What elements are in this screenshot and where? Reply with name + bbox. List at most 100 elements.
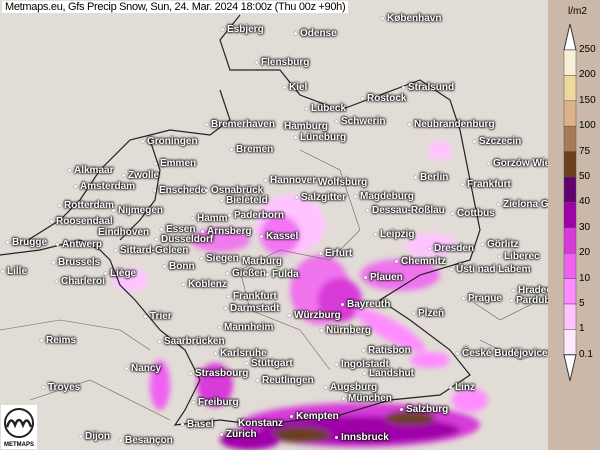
- city-name: Basel: [187, 419, 214, 430]
- city-label: Hradec Králové: [512, 286, 548, 296]
- city-dot-icon: [125, 366, 128, 370]
- city-name: Troyes: [48, 382, 81, 393]
- city-label: Leipzig: [374, 230, 414, 240]
- city-label: Plzeň: [412, 309, 444, 319]
- city-label: Frankfurt: [461, 180, 511, 190]
- city-label: Salzburg: [400, 405, 448, 415]
- city-label: Trier: [144, 312, 172, 322]
- city-name: Gorzów Wielkopolski: [493, 158, 548, 169]
- city-name: České Budějovice: [462, 348, 548, 359]
- city-name: Zürich: [226, 429, 257, 440]
- legend-min-arrow: [563, 354, 577, 381]
- city-label: Innsbruck: [335, 433, 389, 443]
- city-label: Marburg: [242, 257, 282, 267]
- city-label: Koblenz: [182, 280, 227, 290]
- city-label: Odense: [294, 29, 337, 39]
- city-dot-icon: [362, 348, 365, 352]
- city-dot-icon: [487, 161, 490, 165]
- city-name: Cottbus: [457, 208, 495, 219]
- city-label: Siegen: [200, 254, 239, 264]
- city-name: Plauen: [370, 272, 403, 283]
- city-label: Gorzów Wielkopolski: [487, 159, 548, 169]
- city-dot-icon: [112, 208, 115, 212]
- city-name: Hamm: [197, 213, 228, 224]
- legend-tick-label: 150: [579, 94, 596, 106]
- city-dot-icon: [412, 311, 415, 315]
- city-label: Augsburg: [324, 383, 377, 393]
- city-name: Frankfurt: [233, 291, 277, 302]
- city-dot-icon: [400, 407, 403, 411]
- city-label: Enschede: [153, 186, 206, 196]
- city-label: Esbjerg: [221, 25, 264, 35]
- city-name: Zielona Góra: [503, 199, 548, 210]
- city-label: Alkmaar: [68, 166, 113, 176]
- city-name: Amsterdam: [80, 181, 136, 192]
- city-name: Alkmaar: [74, 165, 114, 176]
- city-name: Bieleteld: [226, 195, 268, 206]
- city-label: Lübeck: [305, 104, 346, 114]
- city-name: Roosendaal: [56, 216, 113, 227]
- city-label: Brussels: [52, 258, 100, 268]
- city-name: Karlsruhe: [220, 348, 267, 359]
- city-dot-icon: [114, 248, 117, 252]
- city-dot-icon: [200, 256, 203, 260]
- city-label: Groningen: [141, 137, 198, 147]
- city-label: Schwerin: [335, 117, 385, 127]
- city-name: Ingolstadt: [341, 359, 389, 370]
- legend-swatch: [563, 75, 577, 102]
- city-name: Besançon: [125, 435, 173, 446]
- legend-tick-label: 250: [579, 44, 596, 55]
- city-label: Salzgitter: [295, 193, 346, 203]
- city-label: København: [381, 14, 441, 24]
- city-name: Dresden: [434, 243, 475, 254]
- city-dot-icon: [163, 264, 166, 268]
- city-dot-icon: [227, 294, 230, 298]
- city-dot-icon: [214, 351, 217, 355]
- city-dot-icon: [462, 296, 465, 300]
- city-label: Brugge: [6, 238, 47, 248]
- city-dot-icon: [364, 275, 367, 279]
- city-name: Rostock: [367, 93, 407, 104]
- city-label: Darmstadt: [224, 304, 279, 314]
- weather-map[interactable]: Metmaps.eu, Gfs Precip Snow, Sun, 24. Ma…: [0, 0, 548, 450]
- city-label: Rostock: [361, 94, 406, 104]
- city-dot-icon: [153, 188, 156, 192]
- city-dot-icon: [473, 139, 476, 143]
- city-label: Liberec: [498, 252, 540, 262]
- city-dot-icon: [342, 396, 345, 400]
- legend-tick-label: 10: [579, 272, 591, 284]
- city-label: Kiel: [283, 83, 307, 93]
- city-label: Troyes: [42, 383, 80, 393]
- city-name: Szczecin: [479, 136, 522, 147]
- city-dot-icon: [260, 234, 263, 238]
- map-title: Metmaps.eu, Gfs Precip Snow, Sun, 24. Ma…: [2, 1, 349, 13]
- city-name: København: [387, 13, 442, 24]
- city-label: Sittard-Geleen: [114, 246, 188, 256]
- city-name: Flensburg: [261, 57, 310, 68]
- city-name: Augsburg: [330, 382, 378, 393]
- city-dot-icon: [192, 400, 195, 404]
- city-label: Hannover: [264, 176, 316, 186]
- city-dot-icon: [456, 351, 459, 355]
- city-dot-icon: [256, 378, 259, 382]
- city-name: Mannheim: [224, 322, 274, 333]
- city-dot-icon: [255, 60, 258, 64]
- city-name: Erfurt: [325, 248, 353, 259]
- city-name: Kassel: [266, 231, 299, 242]
- city-label: Amsterdam: [74, 182, 135, 192]
- city-dot-icon: [205, 122, 208, 126]
- svg-text:METMAPS: METMAPS: [4, 442, 34, 448]
- city-name: Bremen: [236, 144, 274, 155]
- city-dot-icon: [320, 328, 323, 332]
- city-dot-icon: [361, 96, 364, 100]
- legend-tick-label: 30: [579, 221, 591, 233]
- city-label: Freiburg: [192, 398, 239, 408]
- city-label: Essen: [160, 225, 195, 235]
- city-label: Paderborn: [228, 211, 284, 221]
- legend-tick-label: 50: [579, 171, 591, 182]
- city-label: Saarbrücken: [158, 337, 225, 347]
- city-name: Groningen: [147, 136, 198, 147]
- city-name: Fulda: [272, 269, 299, 280]
- city-label: Görlitz: [481, 240, 519, 250]
- city-dot-icon: [221, 27, 224, 31]
